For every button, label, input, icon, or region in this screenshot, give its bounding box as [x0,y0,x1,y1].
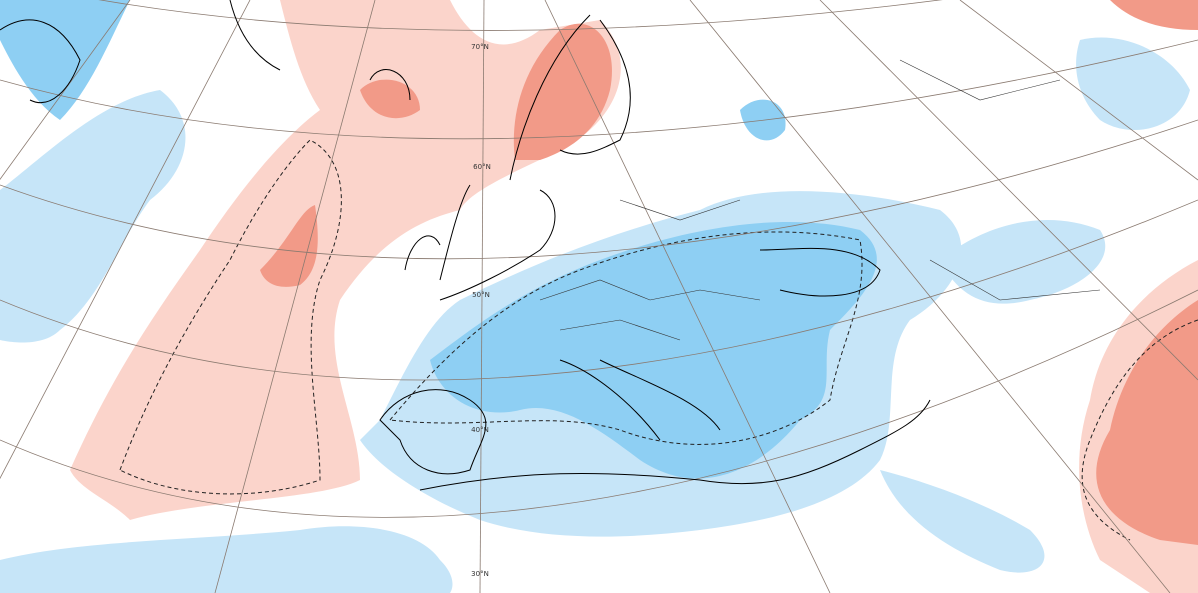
latitude-label: 30°N [471,570,489,578]
contour [119,139,342,495]
latitude-label: 50°N [472,291,490,299]
latitude-label: 60°N [473,163,491,171]
latitude-labels: 70°N 60°N 50°N 40°N 30°N [471,43,491,578]
contour [1081,319,1198,541]
latitude-label: 40°N [471,426,489,434]
coastlines [0,0,931,491]
latitude-label: 70°N [471,43,489,51]
borders [539,59,1101,341]
contour [389,231,863,445]
